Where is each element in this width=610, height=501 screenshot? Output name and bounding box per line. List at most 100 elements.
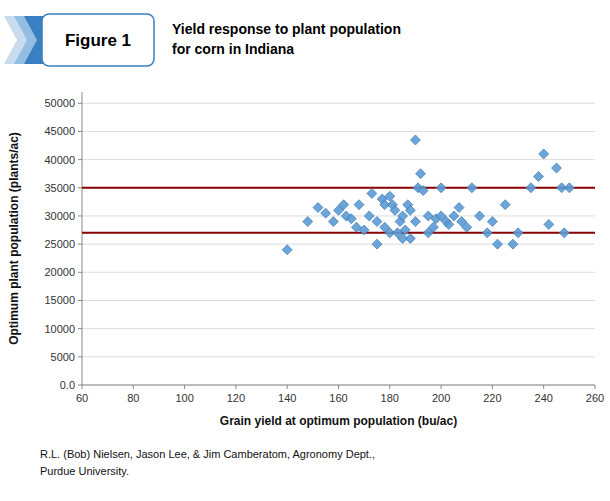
y-axis-line (82, 92, 83, 385)
point (564, 183, 574, 193)
tick-mark (338, 385, 339, 389)
tick-mark (184, 385, 185, 389)
reference-line (82, 187, 595, 189)
tick-label: 25000 (44, 238, 75, 250)
badge (42, 14, 154, 66)
chart: Figure 1Yield response to plant populati… (0, 0, 610, 501)
grid-line (82, 272, 595, 273)
tick-mark (441, 385, 442, 389)
tick-mark (235, 385, 236, 389)
point (487, 217, 497, 227)
y-grid (82, 103, 595, 385)
point (467, 183, 477, 193)
tick-label: 60 (76, 392, 88, 404)
tick-mark (133, 385, 134, 389)
grid-line (82, 328, 595, 329)
tick-label: 15000 (44, 294, 75, 306)
point (416, 169, 426, 179)
tick-label: 10000 (44, 323, 75, 335)
tick-label: 80 (127, 392, 139, 404)
tick-label: 160 (329, 392, 347, 404)
point (282, 245, 292, 255)
tick-mark (78, 131, 82, 132)
point (398, 211, 408, 221)
tick-label: 30000 (44, 210, 75, 222)
point (405, 234, 415, 244)
grid-line (82, 385, 595, 386)
tick-label: 35000 (44, 182, 75, 194)
caption-line: Purdue University. (40, 465, 129, 477)
tick-mark (78, 215, 82, 216)
grid-line (82, 159, 595, 160)
point (508, 239, 518, 249)
y-axis-label: Optimum plant population (plants/ac) (7, 132, 21, 345)
point (449, 211, 459, 221)
tick-mark (389, 385, 390, 389)
grid-line (82, 131, 595, 132)
point (339, 200, 349, 210)
point (454, 203, 464, 213)
x-ticks: 6080100120140160180200220240260 (76, 385, 604, 404)
point (367, 188, 377, 198)
plot-data (82, 135, 595, 255)
tick-mark (78, 300, 82, 301)
tick-mark (78, 187, 82, 188)
tick-label: 140 (278, 392, 296, 404)
point (372, 239, 382, 249)
tick-label: 0.0 (60, 379, 75, 391)
tick-mark (543, 385, 544, 389)
tick-mark (287, 385, 288, 389)
point (552, 163, 562, 173)
tick-mark (82, 385, 83, 389)
point (436, 183, 446, 193)
tick-mark (78, 244, 82, 245)
point (513, 228, 523, 238)
tick-mark (78, 159, 82, 160)
point (385, 191, 395, 201)
point (405, 205, 415, 215)
point (539, 149, 549, 159)
point (428, 222, 438, 232)
point (493, 239, 503, 249)
point (559, 228, 569, 238)
subtitle: for corn in Indiana (172, 41, 294, 57)
point (372, 217, 382, 227)
tick-label: 120 (227, 392, 245, 404)
tick-label: 220 (483, 392, 501, 404)
point (534, 172, 544, 182)
grid-line (82, 103, 595, 104)
point (364, 211, 374, 221)
tick-label: 180 (381, 392, 399, 404)
grid-line (82, 356, 595, 357)
point (321, 208, 331, 218)
tick-mark (78, 356, 82, 357)
tick-mark (78, 385, 82, 386)
grid-line (82, 300, 595, 301)
point (462, 222, 472, 232)
point (346, 214, 356, 224)
point (444, 219, 454, 229)
tick-label: 5000 (51, 351, 75, 363)
point (475, 211, 485, 221)
point (526, 183, 536, 193)
point (313, 203, 323, 213)
point (328, 217, 338, 227)
title: Yield response to plant population (172, 21, 401, 37)
point (303, 217, 313, 227)
y-ticks: 0.0 5000 10000 15000 20000 25000 30000 35000 400… (44, 97, 82, 391)
point (544, 219, 554, 229)
tick-label: 50000 (44, 97, 75, 109)
tick-label: 260 (586, 392, 604, 404)
tick-label: 240 (535, 392, 553, 404)
grid-line (82, 187, 595, 188)
point (500, 200, 510, 210)
point (410, 217, 420, 227)
tick-label: 40000 (44, 154, 75, 166)
tick-label: 45000 (44, 125, 75, 137)
tick-mark (78, 328, 82, 329)
caption-line: R.L. (Bob) Nielsen, Jason Lee, & Jim Cam… (40, 448, 375, 460)
caption: R.L. (Bob) Nielsen, Jason Lee, & Jim Cam… (40, 448, 375, 477)
tick-label: 100 (175, 392, 193, 404)
tick-mark (595, 385, 596, 389)
tick-label: 20000 (44, 266, 75, 278)
